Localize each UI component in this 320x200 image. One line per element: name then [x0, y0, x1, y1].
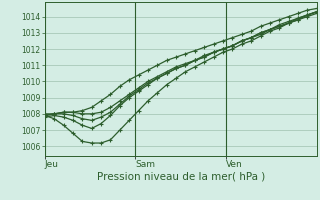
X-axis label: Pression niveau de la mer( hPa ): Pression niveau de la mer( hPa ) [97, 172, 265, 182]
